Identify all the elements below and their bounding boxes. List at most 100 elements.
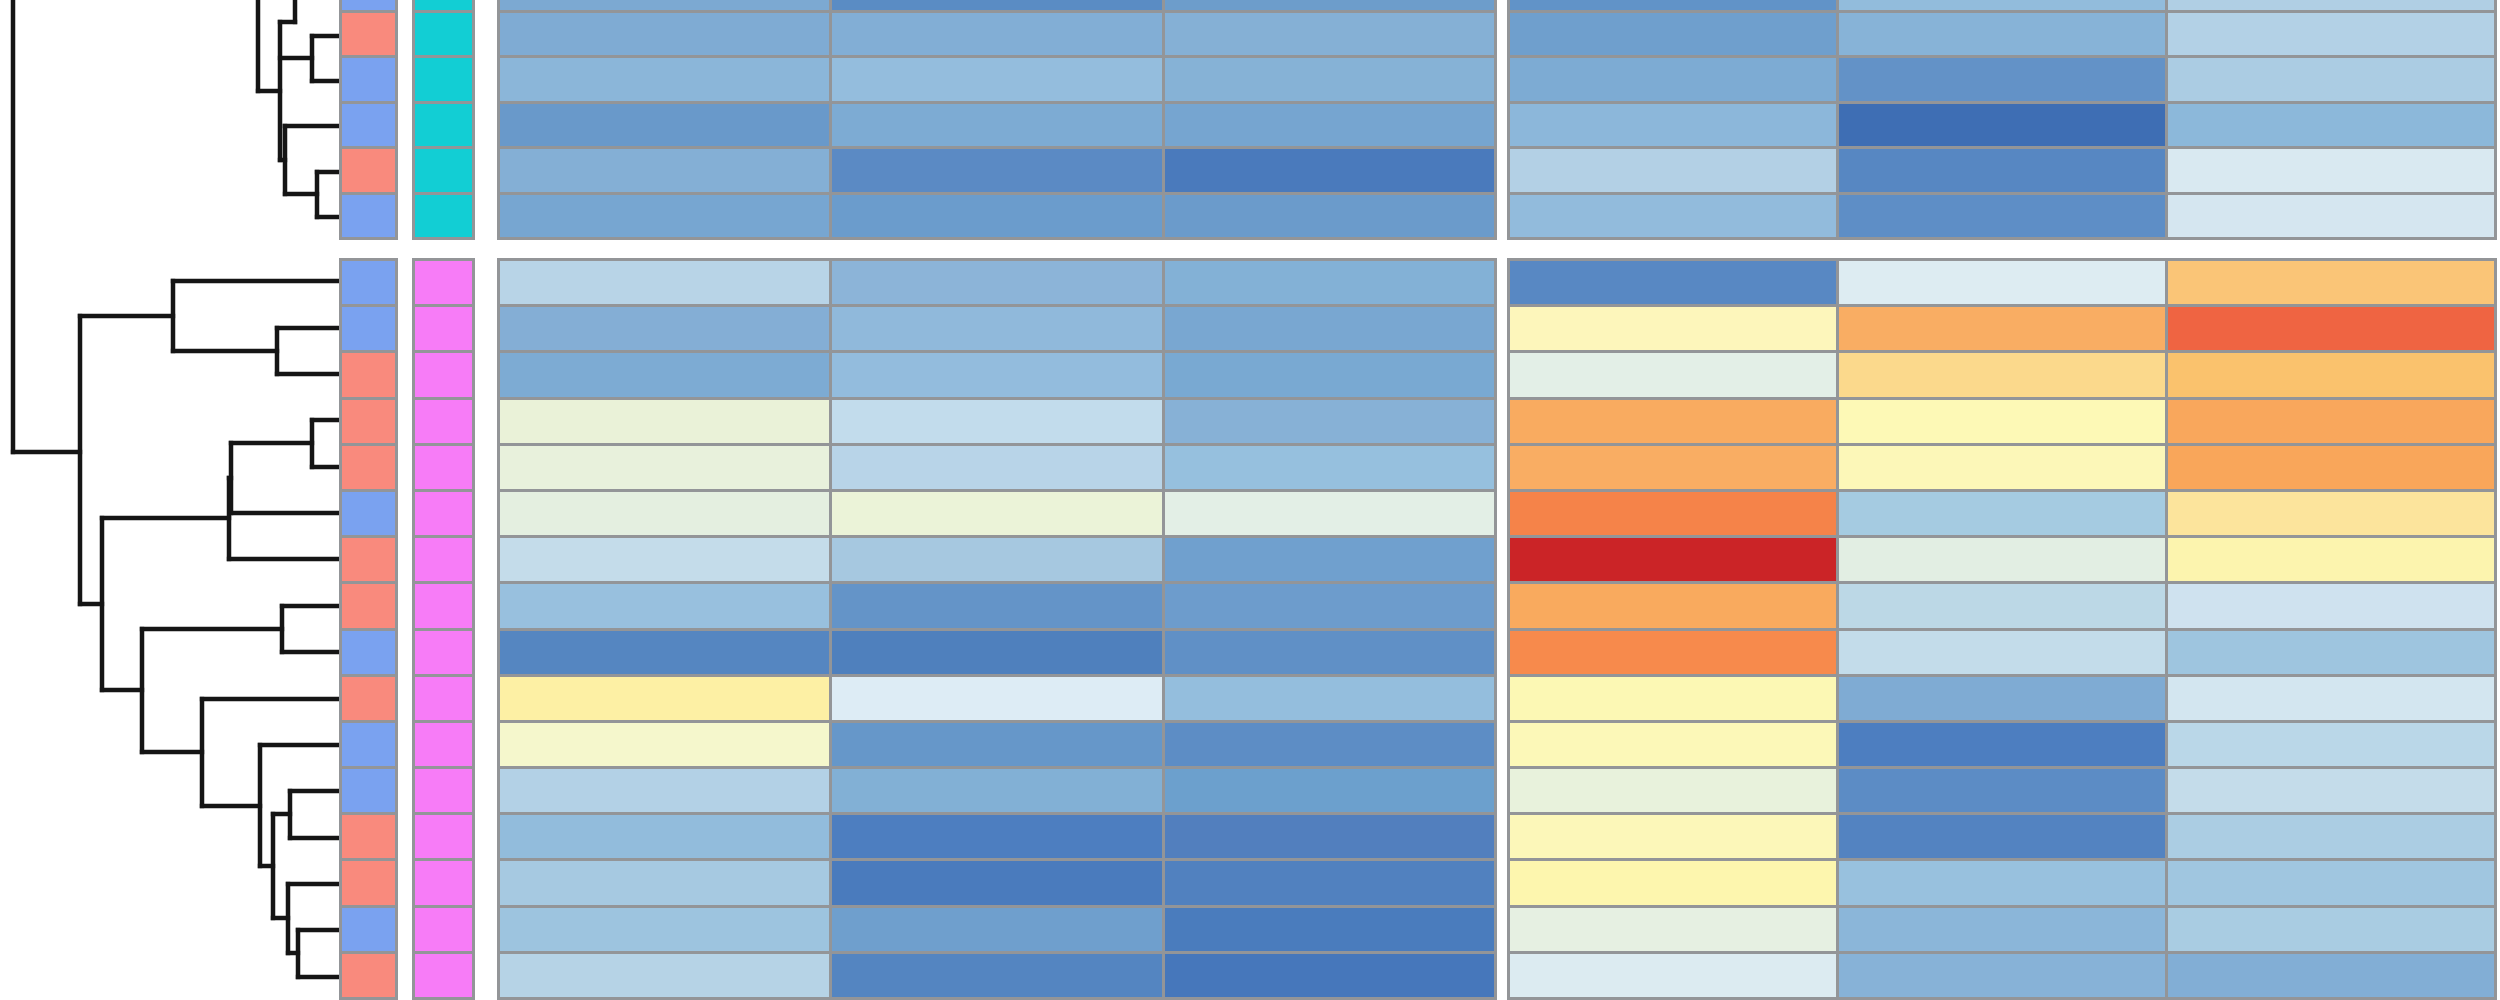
heatmap-cell [1164, 353, 1494, 397]
heatmap-cell [1510, 307, 1836, 351]
heatmap-cell [832, 353, 1162, 397]
heatmap-cell [832, 307, 1162, 351]
heatmap-cell [2168, 584, 2494, 628]
heatmap-cell [1510, 103, 1836, 147]
heatmap-cell [1164, 538, 1494, 582]
heatmap-right-block-top [1507, 0, 2497, 240]
heatmap-cell [832, 491, 1162, 536]
heatmap-cell [1839, 815, 2165, 859]
heatmap-cell [832, 399, 1162, 443]
heatmap-cell [2168, 538, 2494, 582]
heatmap-cell [1839, 13, 2165, 56]
heatmap-cell [832, 584, 1162, 628]
heatmap-cell [1839, 0, 2165, 10]
heatmap-cell [2168, 953, 2494, 997]
heatmap-cell [500, 861, 830, 905]
heatmap-cell [1510, 676, 1836, 720]
heatmap-cell [2168, 13, 2494, 56]
row-color-annotation-cell [342, 445, 395, 489]
heatmap-cell [832, 953, 1162, 997]
row-color-annotation-cell [342, 13, 395, 56]
row-dendrogram [10, 0, 340, 980]
row-color-annotation-cell [415, 261, 472, 305]
heatmap-cell [1164, 261, 1494, 305]
row-color-annotation-cell [415, 815, 472, 859]
row-color-annotation-cell [415, 630, 472, 674]
row-color-annotation-cell [342, 307, 395, 351]
heatmap-cell [2168, 861, 2494, 905]
heatmap-cell [2168, 399, 2494, 443]
heatmap-cell [1839, 445, 2165, 489]
heatmap-cell [1510, 194, 1836, 237]
heatmap-cell [1164, 861, 1494, 905]
heatmap-cell [832, 261, 1162, 305]
heatmap-cell [2168, 353, 2494, 397]
row-color-annotation-cell [342, 58, 395, 101]
heatmap-cell [832, 769, 1162, 813]
heatmap-cell [1510, 861, 1836, 905]
heatmap-cell [500, 722, 830, 767]
heatmap-cell [1164, 0, 1494, 10]
heatmap-cell [1839, 953, 2165, 997]
row-color-annotation-cell [415, 149, 472, 192]
row-color-annotation-cell [415, 445, 472, 489]
row-color-annotation-cell [415, 953, 472, 997]
heatmap-cell [1510, 58, 1836, 101]
row-color-annotation-cell [415, 353, 472, 397]
heatmap-cell [1510, 399, 1836, 443]
heatmap-cell [1164, 815, 1494, 859]
heatmap-cell [832, 103, 1162, 147]
row-color-annotation-cell [415, 103, 472, 147]
heatmap-cell [500, 953, 830, 997]
heatmap-cell [1839, 103, 2165, 147]
row-color-annotation-cell [342, 538, 395, 582]
heatmap-cell [1164, 194, 1494, 237]
heatmap-cell [500, 769, 830, 813]
row-color-annotation-cell [415, 0, 472, 10]
row-color-annotation-cell [342, 491, 395, 536]
heatmap-cell [1510, 953, 1836, 997]
heatmap-cell [1510, 0, 1836, 10]
heatmap-cell [1839, 538, 2165, 582]
heatmap-cell [832, 676, 1162, 720]
row-color-annotation-cell [415, 58, 472, 101]
row-color-annotation-cell [342, 103, 395, 147]
row-color-annotation-cell [342, 861, 395, 905]
heatmap-cell [832, 0, 1162, 10]
heatmap-cell [500, 445, 830, 489]
heatmap-cell [1164, 399, 1494, 443]
heatmap-right-block-bottom [1507, 258, 2497, 1000]
heatmap-cell [1510, 769, 1836, 813]
heatmap-cell [1164, 953, 1494, 997]
heatmap-cell [1839, 399, 2165, 443]
heatmap-cell [500, 194, 830, 237]
heatmap-cell [1839, 861, 2165, 905]
heatmap-cell [2168, 722, 2494, 767]
heatmap-cell [832, 722, 1162, 767]
heatmap-cell [1839, 907, 2165, 951]
row-color-annotation-cell [342, 630, 395, 674]
heatmap-cell [2168, 491, 2494, 536]
row-color-annotation-cell [415, 491, 472, 536]
heatmap-cell [832, 194, 1162, 237]
heatmap-cell [1510, 149, 1836, 192]
row-color-annotation-cell [415, 307, 472, 351]
heatmap-cell [1839, 584, 2165, 628]
heatmap-cell [500, 307, 830, 351]
heatmap-cell [500, 353, 830, 397]
heatmap-cell [1510, 815, 1836, 859]
row-color-annotation-cell [415, 399, 472, 443]
heatmap-cell [1839, 261, 2165, 305]
heatmap-cell [832, 907, 1162, 951]
heatmap-cell [832, 13, 1162, 56]
heatmap-cell [2168, 261, 2494, 305]
heatmap-cell [2168, 907, 2494, 951]
heatmap-cell [500, 399, 830, 443]
heatmap-cell [1839, 149, 2165, 192]
heatmap-cell [500, 103, 830, 147]
heatmap-cell [500, 58, 830, 101]
row-color-annotation-cell [342, 261, 395, 305]
row-annotation-column-1-bottom [339, 258, 398, 1000]
heatmap-cell [500, 907, 830, 951]
